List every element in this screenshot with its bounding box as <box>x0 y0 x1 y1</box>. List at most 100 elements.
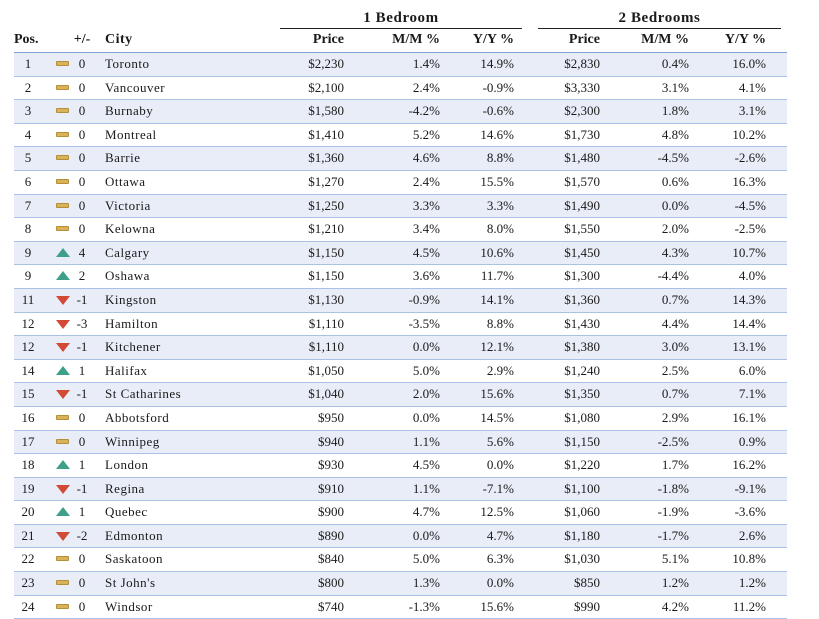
one-bedroom-mm-cell: 5.0% <box>412 362 440 378</box>
change-cell: 0 <box>78 173 86 189</box>
two-bedroom-price-cell: $3,330 <box>564 79 600 95</box>
change-cell: -3 <box>76 315 88 331</box>
one-bedroom-yy-cell: 4.7% <box>486 527 514 543</box>
city-cell: Halifax <box>105 362 148 378</box>
table-row: 16 0 Abbotsford $950 0.0% 14.5% $1,080 2.9% 16.1… <box>14 407 787 431</box>
two-bedroom-price-cell: $2,830 <box>564 56 600 71</box>
two-bedroom-mm-cell: 4.8% <box>661 126 689 142</box>
one-bedroom-yy-cell: 15.5% <box>480 173 514 189</box>
two-bedroom-mm-cell: -4.4% <box>657 268 689 284</box>
two-bedroom-yy-cell: 16.2% <box>732 457 766 473</box>
change-cell: 0 <box>78 150 86 166</box>
one-bedroom-price-cell: $1,360 <box>308 150 344 166</box>
two-bedroom-yy-cell: 1.2% <box>738 575 766 591</box>
one-bedroom-price-cell: $910 <box>318 480 344 496</box>
one-bedroom-price-cell: $740 <box>318 598 344 614</box>
change-cell: 1 <box>78 504 86 520</box>
rank-cell: 15 <box>21 386 35 402</box>
one-bedroom-price-cell: $2,100 <box>308 79 344 95</box>
change-cell: 1 <box>78 457 86 473</box>
triangle-down-icon <box>56 478 70 500</box>
rank-cell: 11 <box>21 291 35 307</box>
column-header-2br-price: Price <box>568 32 600 47</box>
column-header-city: City <box>105 32 133 47</box>
one-bedroom-yy-cell: 0.0% <box>486 457 514 473</box>
change-cell: 0 <box>78 126 86 142</box>
city-cell: Burnaby <box>105 103 154 119</box>
two-bedroom-mm-cell: 1.7% <box>661 457 689 473</box>
one-bedroom-yy-cell: 5.6% <box>486 433 514 449</box>
table-row: 7 0 Victoria $1,250 3.3% 3.3% $1,490 0.0% -4.5% <box>14 194 787 219</box>
two-bedroom-yy-cell: 13.1% <box>732 339 766 355</box>
two-bedroom-mm-cell: 0.4% <box>661 56 689 71</box>
change-cell: 0 <box>78 221 86 237</box>
triangle-up-icon <box>56 360 70 382</box>
rank-cell: 17 <box>21 433 35 449</box>
city-cell: St John's <box>105 575 156 591</box>
one-bedroom-price-cell: $1,250 <box>308 197 344 213</box>
two-bedroom-yy-cell: -3.6% <box>734 504 766 520</box>
one-bedroom-yy-cell: 14.9% <box>480 56 514 71</box>
one-bedroom-price-cell: $2,230 <box>308 56 344 71</box>
two-bedroom-mm-cell: 4.3% <box>661 244 689 260</box>
triangle-down-icon <box>56 383 70 405</box>
two-bedroom-yy-cell: 10.7% <box>732 244 766 260</box>
table-row: 1 0 Toronto $2,230 1.4% 14.9% $2,830 0.4% 16.0% <box>14 53 787 77</box>
table-row: 12 -3 Hamilton $1,110 -3.5% 8.8% $1,430 4.4% 14.… <box>14 313 787 337</box>
rank-cell: 1 <box>24 56 32 71</box>
dash-icon <box>56 53 70 75</box>
two-bedroom-yy-cell: 4.0% <box>738 268 766 284</box>
two-bedroom-price-cell: $1,360 <box>564 291 600 307</box>
city-cell: Calgary <box>105 244 150 260</box>
one-bedroom-mm-cell: 2.4% <box>412 173 440 189</box>
two-bedroom-yy-cell: 10.8% <box>732 551 766 567</box>
two-bedroom-mm-cell: 0.0% <box>661 197 689 213</box>
one-bedroom-mm-cell: 5.0% <box>412 551 440 567</box>
two-bedroom-mm-cell: -4.5% <box>657 150 689 166</box>
change-cell: 2 <box>78 268 86 284</box>
column-header-1br-price: Price <box>312 32 344 47</box>
rank-cell: 20 <box>21 504 35 520</box>
one-bedroom-mm-cell: 3.4% <box>412 221 440 237</box>
one-bedroom-mm-cell: 4.5% <box>412 244 440 260</box>
two-bedroom-yy-cell: 6.0% <box>738 362 766 378</box>
one-bedroom-yy-cell: 12.1% <box>480 339 514 355</box>
one-bedroom-price-cell: $890 <box>318 527 344 543</box>
one-bedroom-mm-cell: -0.9% <box>408 291 440 307</box>
two-bedroom-mm-cell: 0.7% <box>661 386 689 402</box>
two-bedroom-price-cell: $1,380 <box>564 339 600 355</box>
two-bedroom-mm-cell: -1.9% <box>657 504 689 520</box>
city-cell: St Catharines <box>105 386 182 402</box>
city-cell: Windsor <box>105 598 153 614</box>
triangle-down-icon <box>56 313 70 335</box>
two-bedroom-price-cell: $1,180 <box>564 527 600 543</box>
two-bedroom-yy-cell: 16.1% <box>732 409 766 425</box>
triangle-up-icon <box>56 265 70 287</box>
table-row: 8 0 Kelowna $1,210 3.4% 8.0% $1,550 2.0% -2.5% <box>14 218 787 242</box>
two-bedroom-mm-cell: 1.2% <box>661 575 689 591</box>
rank-cell: 24 <box>21 598 35 614</box>
two-bedroom-price-cell: $1,100 <box>564 480 600 496</box>
city-cell: Kitchener <box>105 339 161 355</box>
city-cell: Montreal <box>105 126 157 142</box>
change-cell: 0 <box>78 56 86 71</box>
two-bedroom-yy-cell: -4.5% <box>734 197 766 213</box>
two-bedroom-yy-cell: 7.1% <box>738 386 766 402</box>
one-bedroom-price-cell: $1,110 <box>308 315 344 331</box>
two-bedroom-price-cell: $1,350 <box>564 386 600 402</box>
two-bedroom-mm-cell: 0.7% <box>661 291 689 307</box>
one-bedroom-yy-cell: 15.6% <box>480 386 514 402</box>
one-bedroom-price-cell: $930 <box>318 457 344 473</box>
two-bedroom-price-cell: $1,450 <box>564 244 600 260</box>
table-row: 21 -2 Edmonton $890 0.0% 4.7% $1,180 -1.7% 2.6% <box>14 524 787 549</box>
change-cell: 0 <box>78 197 86 213</box>
one-bedroom-price-cell: $1,150 <box>308 244 344 260</box>
table-row: 15 -1 St Catharines $1,040 2.0% 15.6% $1,350 0.… <box>14 383 787 407</box>
table-row: 18 1 London $930 4.5% 0.0% $1,220 1.7% 16.2% <box>14 454 787 478</box>
dash-icon <box>56 195 70 217</box>
table-row: 2 0 Vancouver $2,100 2.4% -0.9% $3,330 3.1% 4.1% <box>14 77 787 101</box>
change-cell: 0 <box>78 409 86 425</box>
one-bedroom-mm-cell: 1.3% <box>412 575 440 591</box>
rank-cell: 14 <box>21 362 35 378</box>
city-cell: London <box>105 457 149 473</box>
